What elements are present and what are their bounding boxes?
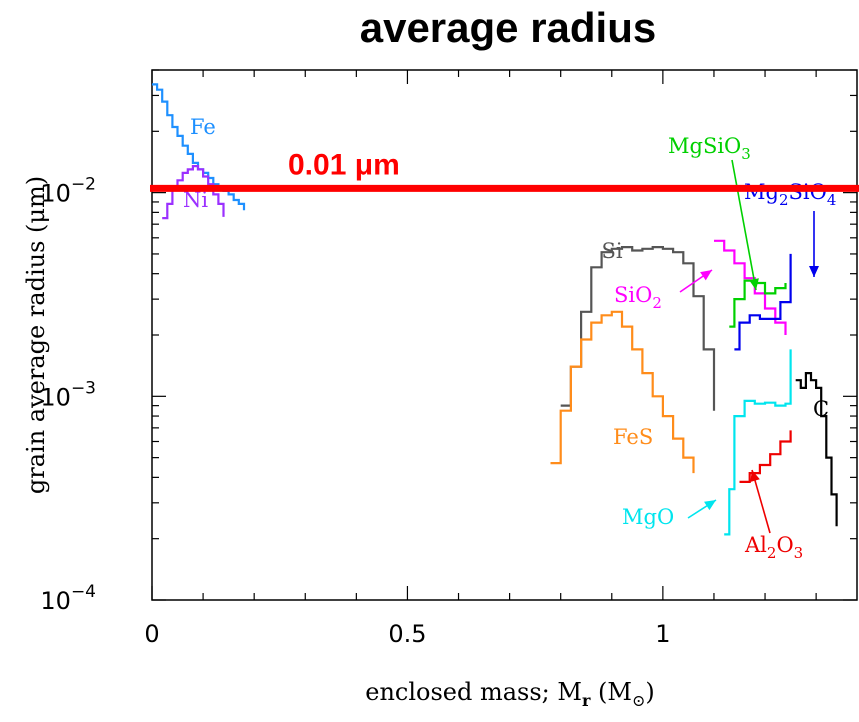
x-tick-label: 0.5: [388, 620, 426, 648]
series-line-al2o3: [739, 430, 792, 483]
y-tick-labels: 10−410−310−2: [40, 175, 96, 615]
series-line-mgo: [724, 349, 792, 536]
series-label-fes: FeS: [613, 425, 653, 449]
series-label-part: MgSiO: [668, 134, 741, 158]
label-pointer-arrowhead: [704, 500, 716, 511]
series-label-part: Ni: [183, 188, 208, 212]
x-axis-label-main: enclosed mass; M: [365, 678, 582, 706]
series-label-part: Fe: [190, 115, 216, 139]
y-tick-label-base: 10: [40, 587, 71, 615]
y-axis-label: grain average radius (μm): [22, 176, 50, 494]
series-label-part: 3: [741, 145, 751, 163]
series-label-part: SiO: [789, 180, 827, 204]
x-axis-label-sub2: ⊙: [632, 691, 645, 710]
series-label-fe: Fe: [190, 115, 216, 139]
x-axis-label-sub: r: [582, 691, 591, 710]
series-label-part: O: [776, 533, 793, 557]
series-line-c: [795, 372, 838, 527]
x-axis-label-paren: (M: [590, 678, 632, 706]
series-label-mgo: MgO: [622, 505, 674, 529]
series-label-part: 3: [794, 544, 804, 562]
x-tick-label: 1: [655, 620, 670, 648]
series-label-al2o3: Al2O3: [744, 533, 803, 562]
label-pointer-line: [731, 159, 757, 291]
series-label-part: C: [813, 397, 829, 421]
reference-line-label: 0.01 μm: [288, 148, 400, 181]
tick-marks: [151, 69, 857, 601]
y-tick-label-exponent: −2: [71, 175, 96, 195]
series-label-part: 2: [652, 294, 662, 312]
chart-title: average radius: [360, 4, 657, 51]
y-tick-label-exponent: −4: [71, 582, 96, 602]
reference-line-group: 0.01 μm: [150, 148, 859, 192]
x-tick-label: 0: [144, 620, 159, 648]
series-label-c: C: [813, 397, 829, 421]
series-layer: [152, 83, 838, 536]
plot-frame: [151, 69, 858, 601]
series-line-si: [560, 246, 716, 411]
label-pointer-arrowhead: [750, 470, 760, 482]
series-label-mg2sio4: Mg2SiO4: [744, 180, 836, 209]
x-tick-labels: 0 0.5 1: [144, 620, 670, 648]
series-label-part: SiO: [614, 283, 652, 307]
series-label-si: Si: [601, 239, 622, 263]
y-tick-label: 10−3: [40, 378, 96, 411]
series-label-part: 2: [779, 191, 789, 209]
y-tick-label-exponent: −3: [71, 378, 96, 398]
y-tick-label-base: 10: [40, 180, 71, 208]
series-label-mgsio3: MgSiO3: [668, 134, 751, 163]
series-line-mg2sio4: [734, 253, 792, 351]
series-label-part: 4: [827, 191, 837, 209]
series-label-part: Al: [744, 533, 767, 557]
label-pointer-arrowhead: [700, 270, 712, 281]
series-label-part: MgO: [622, 505, 674, 529]
series-label-part: Mg: [744, 180, 779, 204]
y-tick-label: 10−4: [40, 582, 96, 615]
label-pointer-arrowhead: [749, 278, 759, 290]
series-label-part: Si: [601, 239, 622, 263]
x-axis-label: enclosed mass; Mr (M⊙): [365, 678, 655, 710]
y-tick-label: 10−2: [40, 175, 96, 208]
y-tick-label-base: 10: [40, 383, 71, 411]
series-line-fes: [550, 310, 695, 474]
series-label-sio2: SiO2: [614, 283, 662, 312]
series-label-part: 2: [767, 544, 777, 562]
series-label-part: FeS: [613, 425, 653, 449]
label-pointer-arrowhead: [809, 266, 819, 277]
series-label-ni: Ni: [183, 188, 208, 212]
x-axis-label-close: ): [645, 678, 654, 706]
